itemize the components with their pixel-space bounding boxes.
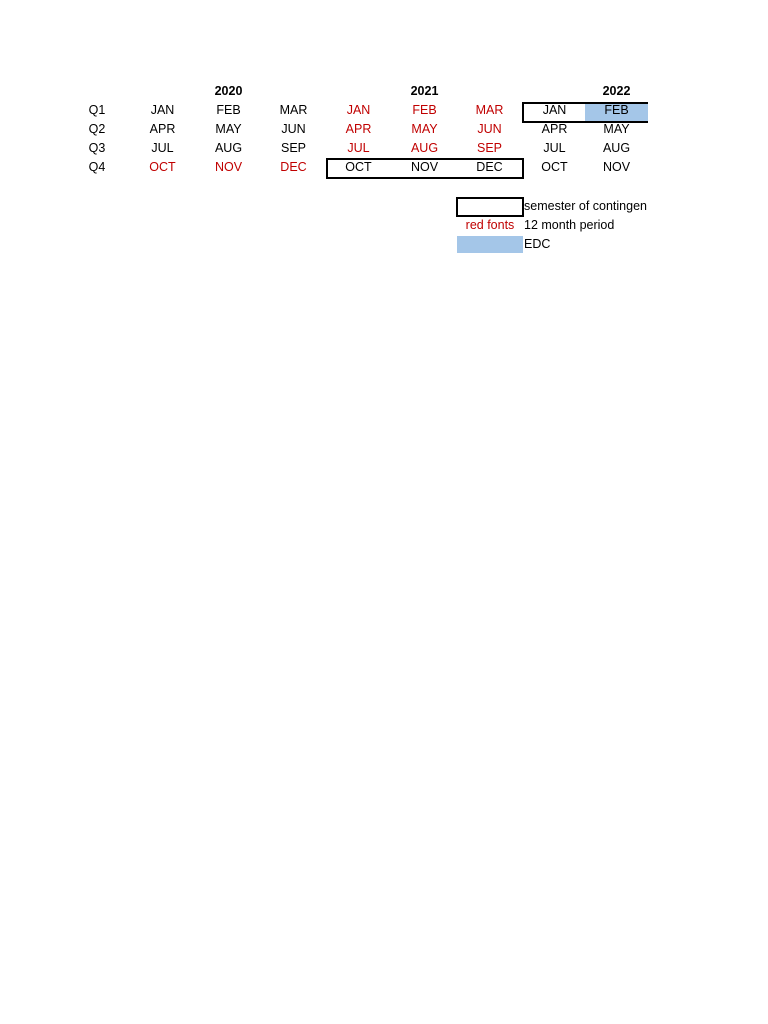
quarter-label: Q3 [88,141,106,155]
legend-red-fonts-sample: red fonts [465,218,515,232]
month-cell: JAN [542,103,567,117]
month-cell: JUL [543,141,566,155]
legend-edc-label: EDC [524,237,551,251]
month-cell: OCT [541,160,568,174]
month-cell: APR [541,122,568,136]
month-cell: FEB [604,103,629,117]
month-cell: JUN [281,122,306,136]
month-cell: OCT [345,160,372,174]
month-cell: OCT [149,160,176,174]
month-cell: NOV [410,160,439,174]
year-header-2021: 2021 [410,84,439,98]
month-cell: MAY [603,122,630,136]
legend-semester-swatch [456,197,524,217]
month-cell: NOV [602,160,631,174]
year-header-2020: 2020 [214,84,243,98]
month-cell: JUL [151,141,174,155]
month-cell: SEP [280,141,306,155]
month-cell: AUG [410,141,439,155]
month-cell: MAY [411,122,438,136]
edc-highlight [585,103,649,121]
month-cell: AUG [214,141,243,155]
month-cell: FEB [216,103,241,117]
legend-edc-swatch [457,236,523,253]
print-area-edge [648,0,768,1024]
month-cell: DEC [476,160,503,174]
month-cell: JAN [150,103,175,117]
month-cell: JUN [477,122,502,136]
month-cell: JUL [347,141,370,155]
month-cell: APR [345,122,372,136]
month-cell: FEB [412,103,437,117]
month-cell: SEP [476,141,502,155]
month-cell: AUG [602,141,631,155]
month-cell: DEC [280,160,307,174]
month-cell: MAY [215,122,242,136]
month-cell: MAR [279,103,308,117]
quarter-label: Q2 [88,122,106,136]
quarter-label: Q4 [88,160,106,174]
legend-semester-label: semester of contingen [524,199,647,213]
month-cell: JAN [346,103,371,117]
legend-red-fonts-label: 12 month period [524,218,615,232]
month-cell: NOV [214,160,243,174]
month-cell: MAR [475,103,504,117]
year-header-2022: 2022 [602,84,631,98]
quarter-label: Q1 [88,103,106,117]
month-cell: APR [149,122,176,136]
